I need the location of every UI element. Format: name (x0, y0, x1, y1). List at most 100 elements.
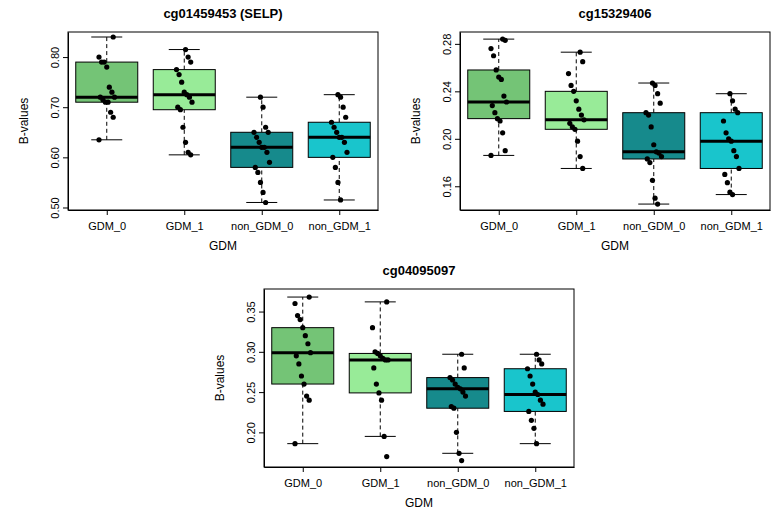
point (305, 341, 310, 346)
x-tick-label: GDM_1 (362, 477, 400, 489)
y-tick: 0.60 (49, 147, 68, 168)
point (308, 350, 313, 355)
x-tick-mark (339, 210, 340, 215)
whisker (106, 102, 107, 140)
point (264, 150, 269, 155)
x-axis: GDM_0GDM_1non_GDM_0non_GDM_1 (461, 210, 771, 232)
point (727, 91, 732, 96)
box (272, 328, 334, 384)
median (76, 96, 138, 99)
point (459, 352, 464, 357)
plot-frame (68, 32, 378, 210)
y-axis-title: B-values (409, 98, 423, 145)
x-tick-label: non_GDM_1 (309, 220, 371, 232)
y-tick: 0.80 (49, 47, 68, 68)
x-tick: non_GDM_0 (231, 210, 293, 232)
whisker (302, 384, 303, 444)
y-tick: 0.20 (441, 129, 460, 150)
point (490, 103, 495, 108)
point (374, 381, 379, 386)
panel: 0.160.200.240.28GDM_0GDM_1non_GDM_0non_G… (409, 6, 771, 253)
point (449, 404, 454, 409)
point (447, 375, 452, 380)
point (652, 196, 657, 201)
point (529, 418, 534, 423)
x-axis: GDM_0GDM_1non_GDM_0non_GDM_1 (69, 210, 379, 232)
point (292, 441, 297, 446)
point (329, 120, 334, 125)
whisker-cap (169, 154, 200, 155)
point (300, 325, 305, 330)
point (186, 54, 191, 59)
x-tick-mark (107, 210, 108, 215)
point (343, 115, 348, 120)
y-tick-label: 0.70 (49, 97, 61, 118)
y-axis-title: B-values (17, 98, 31, 145)
whisker (184, 50, 185, 70)
x-tick: non_GDM_0 (427, 467, 489, 489)
point (726, 136, 731, 141)
y-tick: 0.35 (245, 301, 264, 322)
x-tick-label: GDM_0 (284, 477, 322, 489)
y-tick-label: 0.60 (49, 147, 61, 168)
point (255, 170, 260, 175)
point (112, 95, 117, 100)
y-tick-mark (455, 186, 460, 187)
point (183, 140, 188, 145)
box (76, 62, 138, 102)
whisker (339, 157, 340, 200)
x-tick: GDM_0 (480, 210, 518, 232)
point (267, 160, 272, 165)
point (98, 95, 103, 100)
x-tick: GDM_0 (284, 467, 322, 489)
point (299, 373, 304, 378)
x-tick-mark (262, 210, 263, 215)
chart-title: cg15329406 (578, 6, 651, 21)
point (722, 172, 727, 177)
point (295, 313, 300, 318)
point (335, 92, 340, 97)
point (459, 458, 464, 463)
chart-title: cg01459453 (SELP) (163, 6, 282, 21)
point (723, 130, 728, 135)
whisker-cap (561, 168, 592, 169)
whisker (457, 354, 458, 377)
point (643, 110, 648, 115)
point (576, 107, 581, 112)
point (330, 155, 335, 160)
point (338, 197, 343, 202)
point (727, 190, 732, 195)
point (179, 80, 184, 85)
point (382, 434, 387, 439)
whisker (576, 129, 577, 168)
x-tick-mark (499, 210, 500, 215)
point (581, 117, 586, 122)
point (571, 89, 576, 94)
point (501, 93, 506, 98)
point (649, 124, 654, 129)
y-tick-label: 0.35 (245, 301, 257, 322)
x-tick-mark (303, 467, 304, 472)
x-tick: non_GDM_0 (623, 210, 685, 232)
box (468, 70, 530, 119)
x-tick-label: non_GDM_1 (701, 220, 763, 232)
y-tick-label: 0.16 (441, 176, 453, 197)
x-tick-label: non_GDM_0 (231, 220, 293, 232)
whisker-cap (561, 52, 592, 53)
median (349, 358, 411, 361)
point (188, 59, 193, 64)
whisker-cap (287, 297, 318, 298)
point (488, 153, 493, 158)
point (527, 373, 532, 378)
point (574, 98, 579, 103)
point (294, 353, 299, 358)
point (337, 135, 342, 140)
panel: 0.500.600.700.80GDM_0GDM_1non_GDM_0non_G… (17, 6, 379, 253)
point (251, 130, 256, 135)
x-tick: non_GDM_1 (505, 467, 567, 489)
point (568, 83, 573, 88)
point (253, 165, 258, 170)
point (500, 130, 505, 135)
point (335, 180, 340, 185)
point (344, 150, 349, 155)
